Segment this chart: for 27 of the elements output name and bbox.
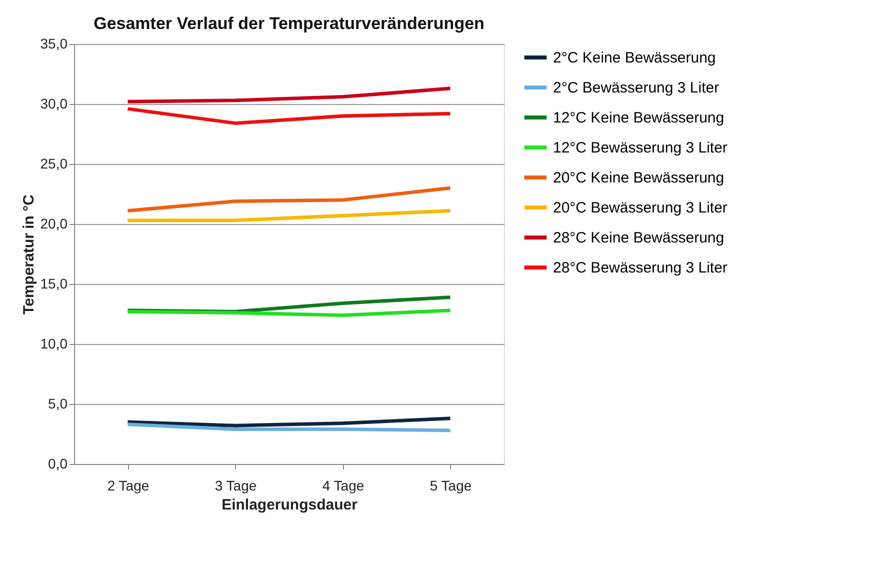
- legend-label: 12°C Bewässerung 3 Liter: [553, 140, 728, 156]
- x-tick-label: 2 Tage: [107, 478, 150, 494]
- line-series: [126, 86, 452, 104]
- legend-label: 28°C Bewässerung 3 Liter: [553, 260, 728, 276]
- legend-label: 28°C Keine Bewässerung: [553, 230, 724, 246]
- legend-label: 20°C Keine Bewässerung: [553, 170, 724, 186]
- y-tick-label: 30,0: [40, 96, 68, 112]
- y-tick-label: 0,0: [48, 456, 68, 472]
- line-series: [126, 186, 452, 213]
- y-tick-label: 10,0: [40, 336, 68, 352]
- chart-title: Gesamter Verlauf der Temperaturveränderungen: [94, 14, 484, 33]
- line-series: [126, 416, 452, 428]
- line-series: [126, 107, 452, 125]
- legend-label: 2°C Keine Bewässerung: [553, 50, 716, 66]
- y-tick-label: 5,0: [48, 396, 68, 412]
- y-tick-label: 35,0: [40, 36, 68, 52]
- legend-label: 12°C Keine Bewässerung: [553, 110, 724, 126]
- x-tick-label: 5 Tage: [430, 478, 472, 494]
- y-tick-label: 15,0: [40, 276, 68, 292]
- y-tick-label: 25,0: [40, 156, 68, 172]
- legend-label: 20°C Bewässerung 3 Liter: [553, 200, 728, 216]
- x-tick-label: 4 Tage: [322, 478, 364, 494]
- y-axis-title: Temperatur in °C: [20, 194, 38, 314]
- y-tick-label: 20,0: [40, 216, 68, 232]
- x-tick-label: 3 Tage: [214, 478, 257, 494]
- legend-label: 2°C Bewässerung 3 Liter: [553, 80, 720, 96]
- x-axis-title: Einlagerungsdauer: [222, 496, 358, 514]
